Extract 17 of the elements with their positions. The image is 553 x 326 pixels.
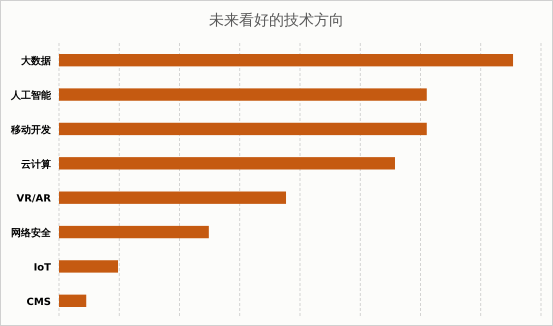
bar (59, 88, 427, 101)
bar (59, 294, 86, 307)
chart-title: 未来看好的技术方向 (209, 11, 344, 29)
y-tick-label: 移动开发 (10, 124, 51, 136)
bar (59, 192, 286, 204)
y-tick-label: 大数据 (20, 55, 51, 68)
bar (59, 157, 395, 170)
y-tick-label: VR/AR (16, 194, 52, 205)
y-tick-label: CMS (26, 296, 51, 308)
bar (59, 226, 209, 238)
bar (59, 260, 118, 273)
bar (59, 54, 514, 66)
y-tick-label: 云计算 (21, 158, 51, 170)
y-tick-label: IoT (34, 262, 52, 274)
y-tick-label: 网络安全 (11, 227, 52, 240)
bar (59, 122, 427, 136)
y-tick-label: 人工智能 (10, 90, 52, 102)
